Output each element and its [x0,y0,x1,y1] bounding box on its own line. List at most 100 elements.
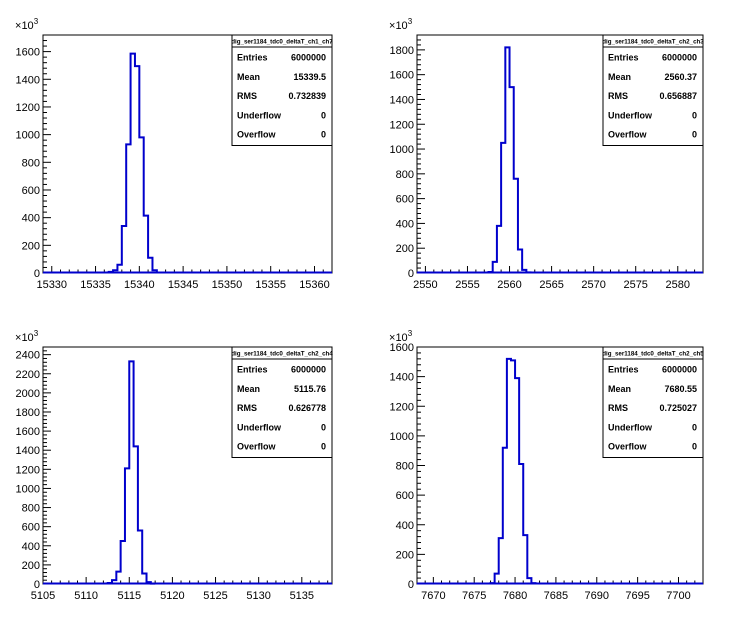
stats-value-overflow: 0 [692,130,697,140]
y-tick-label: 1000 [390,431,414,443]
histogram-bin [527,578,531,584]
x-tick-label: 5105 [31,590,55,602]
x-tick-label: 5125 [203,590,227,602]
histogram-bin [531,583,535,584]
histogram-series-line [489,357,537,585]
histogram-bin [148,258,152,273]
stats-box: dig_ser1184_tdc0_deltaT_ch2_ch4 Entries 60… [231,346,333,458]
histogram-title: dig_ser1184_tdc0_deltaT_ch2_ch5 [602,351,704,358]
y-tick-label: 0 [34,268,40,280]
x-tick-label: 7670 [421,590,445,602]
histogram-title: dig_ser1184_tdc0_deltaT_ch2_ch4 [231,351,333,358]
stats-value-entries: 6000000 [291,53,326,63]
histogram-bin [522,270,526,273]
histogram-series-line [107,52,163,274]
stats-value-entries: 6000000 [662,365,697,375]
y-tick-label: 0 [408,579,414,591]
stats-box-frame [231,346,333,458]
x-tick-label: 2550 [413,279,437,291]
x-tick-label: 15360 [299,279,330,291]
histogram-bin [138,530,142,584]
y-axis: 0 200 400 600 800 1000 1200 1400 1600 [390,342,425,591]
y-tick-label: 400 [396,520,414,532]
y-tick-label: 1200 [390,119,414,131]
y-axis-multiplier: ×103 [15,17,39,32]
x-tick-label: 15335 [80,279,111,291]
x-tick-label: 15340 [124,279,155,291]
stats-value-entries: 6000000 [662,53,697,63]
stats-label-mean: Mean [237,72,260,82]
histogram-bin [113,270,117,273]
stats-value-mean: 2560.37 [664,72,697,82]
y-tick-label: 400 [22,541,40,553]
stats-label-underflow: Underflow [237,110,282,120]
stats-label-underflow: Underflow [608,422,653,432]
y-tick-label: 1400 [16,74,40,86]
stats-box: dig_ser1184_tdc0_deltaT_ch2_ch5 Entries 60… [602,346,704,458]
histogram-title: dig_ser1184_tdc0_deltaT_ch2_ch3 [602,39,704,46]
x-tick-label: 5110 [74,590,98,602]
x-tick-label: 2565 [539,279,563,291]
histogram-bin [526,272,530,273]
y-tick-label: 600 [396,194,414,206]
x-tick-label: 2570 [581,279,605,291]
histogram-bin [144,216,148,273]
histogram-bin [523,535,527,584]
histogram-bin [142,573,146,584]
y-tick-label: 800 [22,157,40,169]
histogram-bin [505,47,509,273]
y-tick-label: 1200 [16,102,40,114]
histogram-bin [125,468,129,584]
histogram-bin [116,572,120,584]
y-tick-label: 800 [396,169,414,181]
stats-value-overflow: 0 [321,130,326,140]
multiplier-exponent: 3 [34,329,39,338]
multiplier-base: 10 [21,332,33,344]
histogram-bin [511,360,515,584]
stats-label-underflow: Underflow [237,422,282,432]
x-axis: 2550 2555 2560 2565 2570 2575 2580 [413,266,704,291]
histogram-bin [134,446,138,584]
histogram-panel-1: 15330 15335 15340 15345 15350 15355 15360 0 200 4… [15,17,333,291]
histogram-bin [129,361,133,584]
histogram-series-line [487,46,532,274]
stats-label-mean: Mean [608,384,631,394]
histogram-bin [152,270,156,273]
stats-value-rms: 0.656887 [659,91,697,101]
multiplier-prefix: × [15,332,21,344]
histogram-bin [501,143,505,273]
histogram-bin [131,54,135,273]
x-tick-label: 7700 [666,590,690,602]
multiplier-prefix: × [389,332,395,344]
stats-label-rms: RMS [237,91,257,101]
y-tick-label: 200 [396,549,414,561]
histogram-bin [491,583,495,584]
stats-label-rms: RMS [608,403,628,413]
x-tick-label: 5120 [160,590,184,602]
stats-label-rms: RMS [237,403,257,413]
histogram-bin [139,137,143,273]
histogram-bin [112,580,116,584]
y-tick-label: 1000 [16,483,40,495]
stats-box-frame [602,346,704,458]
y-tick-label: 1000 [16,130,40,142]
histogram-bin [518,249,522,273]
x-axis: 7670 7675 7680 7685 7690 7695 7700 [416,577,704,602]
y-tick-label: 1600 [390,70,414,82]
x-tick-label: 15355 [255,279,286,291]
stats-value-mean: 15339.5 [293,72,326,82]
y-tick-label: 400 [22,213,40,225]
stats-value-overflow: 0 [692,442,697,452]
y-tick-label: 200 [22,240,40,252]
y-tick-label: 0 [34,579,40,591]
x-tick-label: 5130 [246,590,270,602]
x-tick-label: 7685 [544,590,568,602]
multiplier-exponent: 3 [408,329,413,338]
x-tick-label: 2555 [455,279,479,291]
y-tick-label: 1400 [16,445,40,457]
histogram-bin [126,144,130,273]
y-tick-label: 200 [22,560,40,572]
x-axis: 15330 15335 15340 15345 15350 15355 15360 [36,266,333,291]
stats-label-entries: Entries [237,365,268,375]
histogram-bin [489,272,493,273]
